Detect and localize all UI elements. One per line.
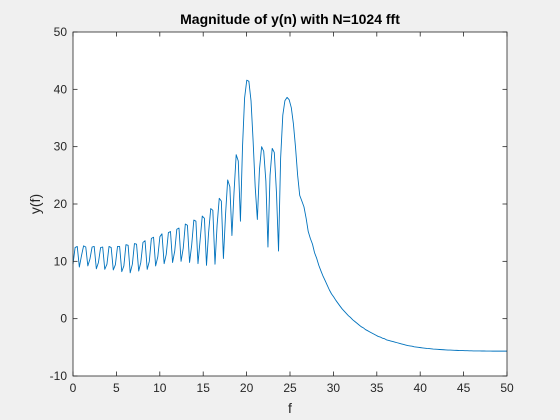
- x-tick-label: 10: [153, 381, 167, 395]
- y-tick-label: 10: [54, 254, 68, 268]
- x-tick-label: 5: [113, 381, 120, 395]
- x-tick-label: 20: [240, 381, 254, 395]
- x-tick-label: 15: [197, 381, 211, 395]
- x-axis-label: f: [288, 400, 292, 416]
- chart-title: Magnitude of y(n) with N=1024 fft: [180, 11, 400, 27]
- y-tick-label: 40: [54, 82, 68, 96]
- x-tick-label: 45: [457, 381, 471, 395]
- x-tick-label: 0: [70, 381, 77, 395]
- plot-area: [73, 32, 507, 376]
- x-tick-label: 35: [370, 381, 384, 395]
- y-axis: -10 0 10 20 30 40 50: [50, 25, 507, 383]
- x-tick-label: 25: [283, 381, 297, 395]
- y-tick-label: 50: [54, 25, 68, 39]
- y-tick-label: -10: [50, 369, 68, 383]
- y-axis-label: y(f): [27, 194, 43, 214]
- x-tick-label: 30: [327, 381, 341, 395]
- x-tick-label: 50: [500, 381, 514, 395]
- y-tick-label: 20: [54, 197, 68, 211]
- x-axis: 0 5 10 15 20 25 30 35 40 45 50: [70, 32, 514, 395]
- series-layer: [72, 79, 507, 352]
- x-tick-label: 40: [414, 381, 428, 395]
- y-tick-label: 0: [60, 312, 67, 326]
- series-line: [72, 79, 507, 352]
- y-tick-label: 30: [54, 140, 68, 154]
